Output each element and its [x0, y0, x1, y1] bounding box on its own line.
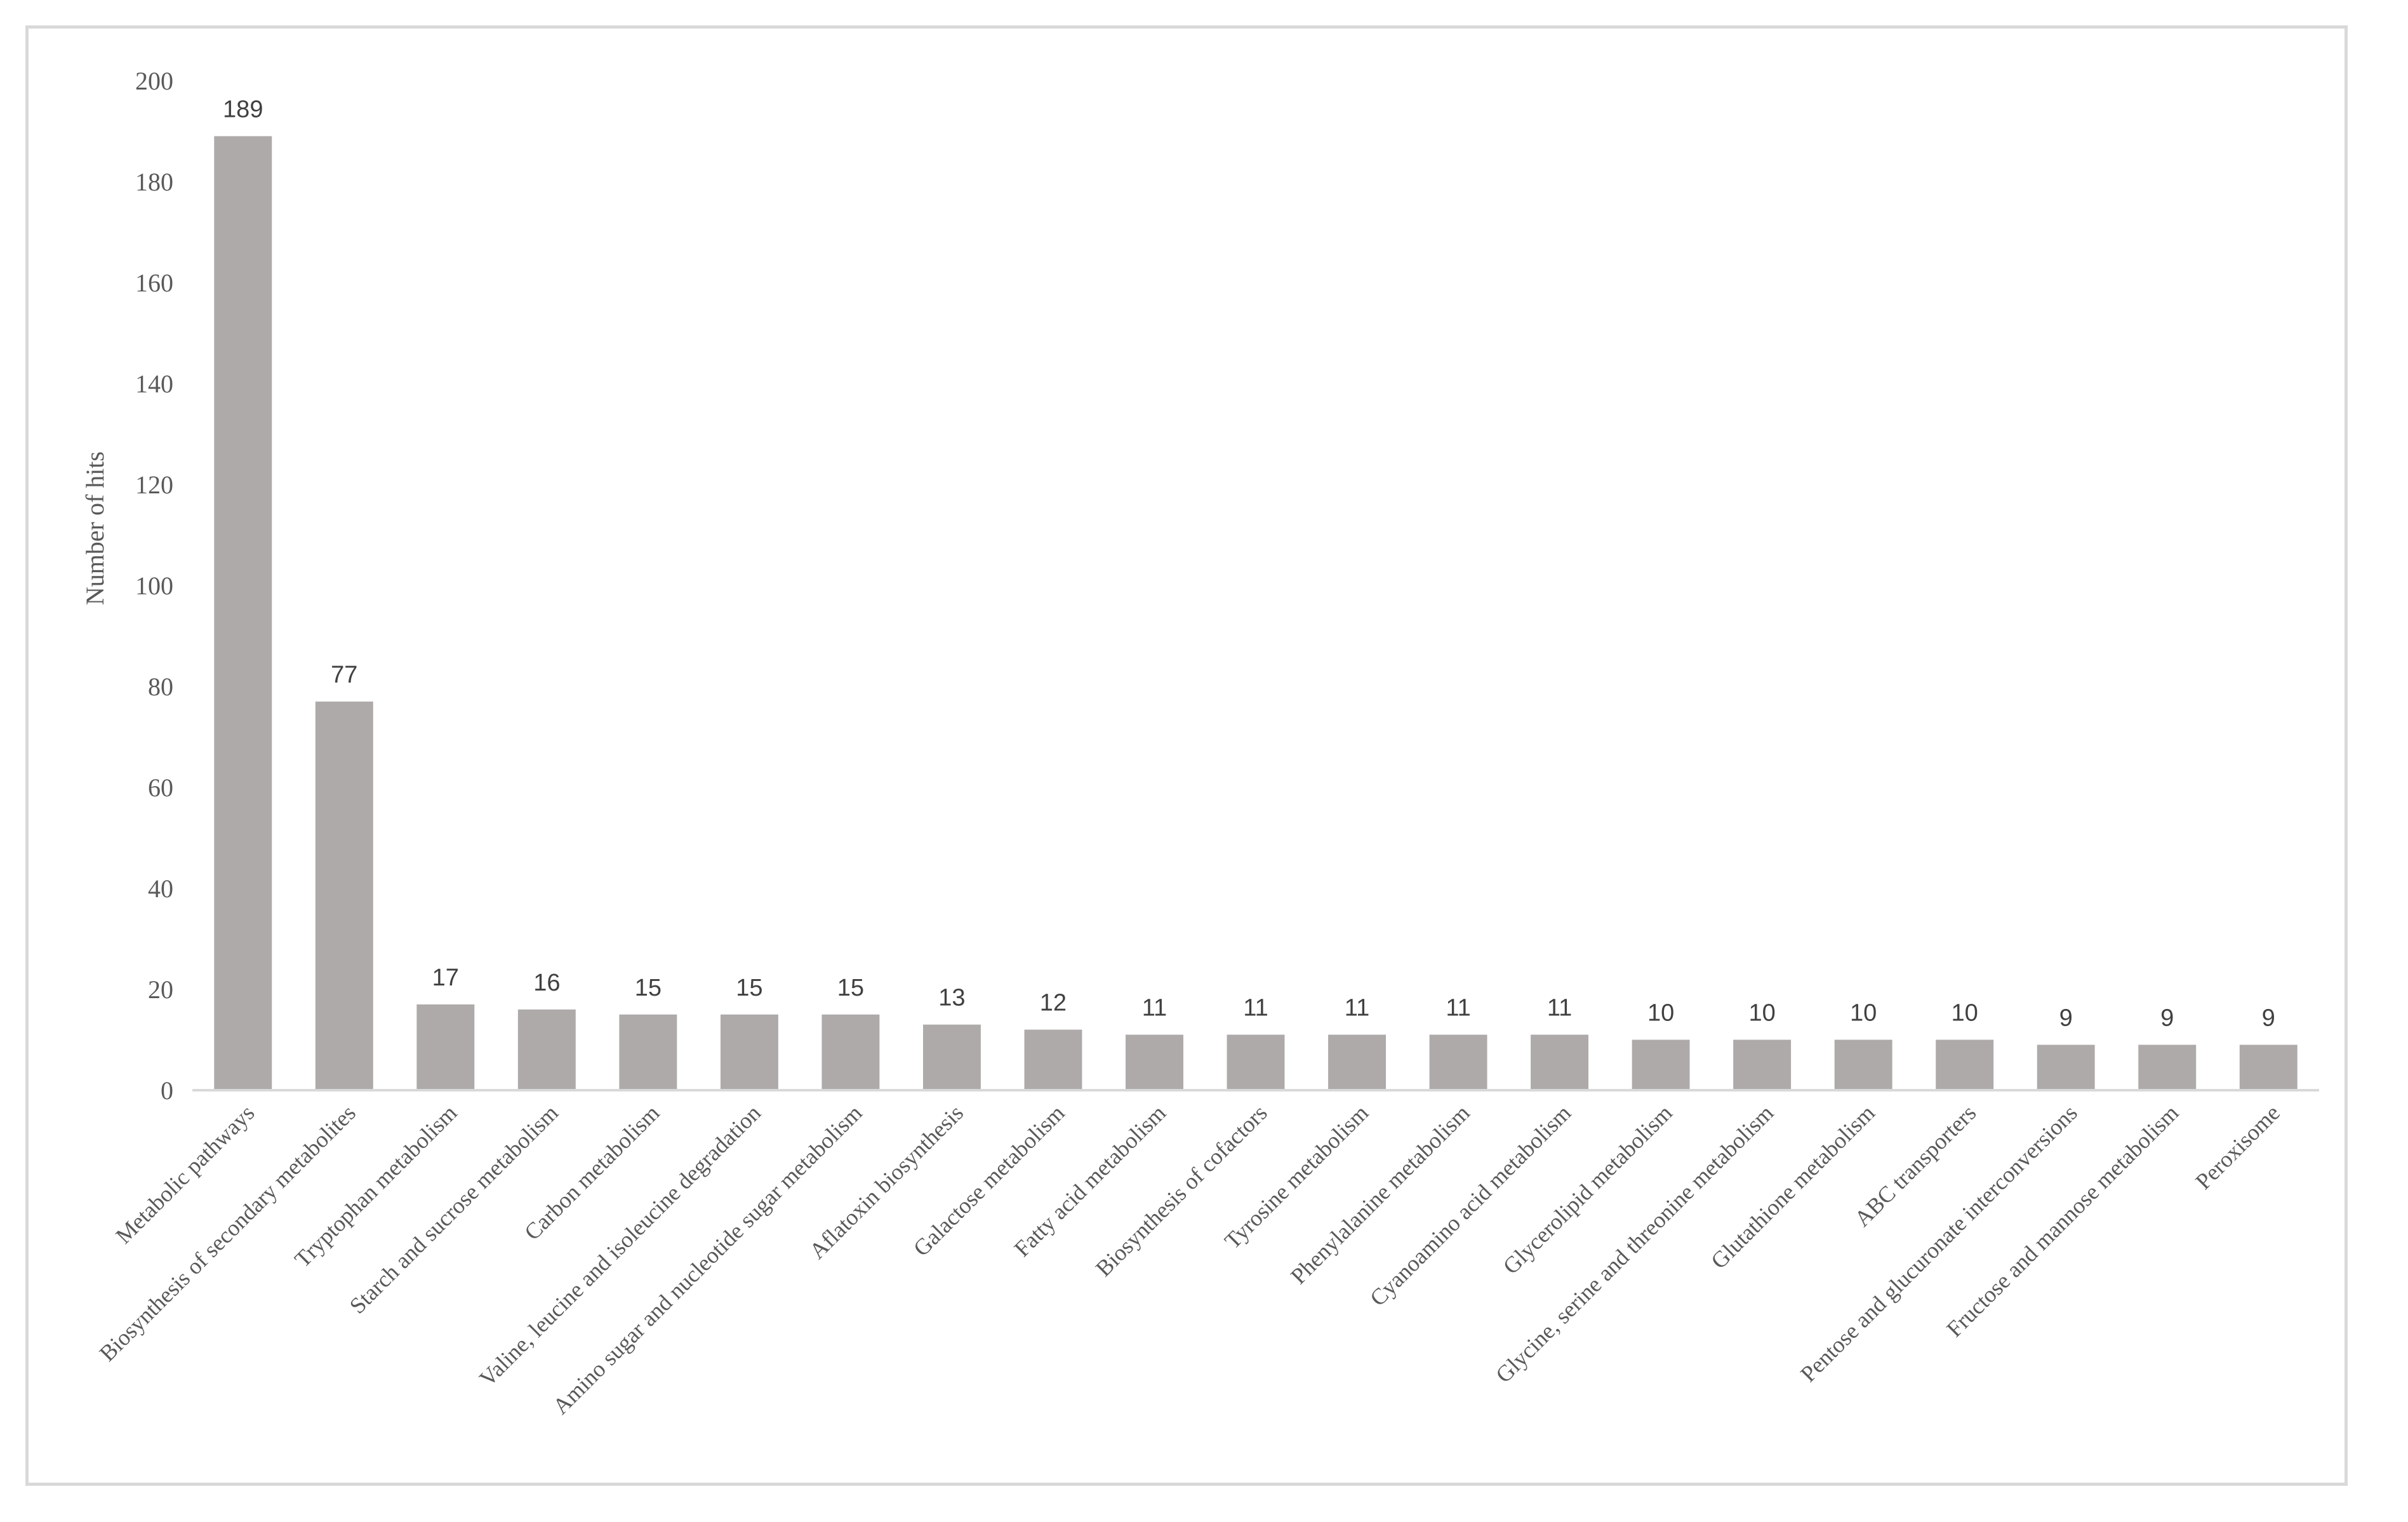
data-label: 9 [2160, 1005, 2174, 1031]
bar [922, 1024, 981, 1090]
data-label: 189 [223, 96, 263, 123]
y-axis-ticks: 0 20 40 60 80 100 120 140 160 180 200 [135, 67, 173, 1105]
data-label: 10 [1850, 1000, 1877, 1027]
data-labels: 189 77 17 16 15 15 15 13 12 11 11 11 11 11 10 10 10 10 9 9 9 [223, 96, 2275, 1031]
y-tick-label: 0 [161, 1076, 173, 1105]
y-axis-title: Number of hits [81, 451, 109, 605]
bar [822, 1014, 880, 1090]
bar [1834, 1039, 1892, 1090]
bar [619, 1014, 677, 1090]
bar [1024, 1029, 1082, 1090]
bar [1936, 1039, 1994, 1090]
bar [315, 701, 373, 1090]
bar [2138, 1045, 2197, 1090]
category-label: Glutathione metabolism [1706, 1100, 1880, 1274]
y-tick-label: 180 [135, 168, 173, 196]
bar [1733, 1039, 1792, 1090]
category-label: Tryptophan metabolism [289, 1100, 462, 1272]
bar [214, 136, 272, 1091]
data-label: 11 [1547, 995, 1572, 1022]
bar [1429, 1034, 1487, 1090]
data-label: 17 [432, 965, 459, 991]
category-label: Phenylalanine metabolism [1286, 1100, 1475, 1289]
data-label: 11 [1243, 995, 1268, 1022]
data-label: 10 [1952, 1000, 1978, 1027]
y-tick-label: 120 [135, 471, 173, 499]
y-tick-label: 160 [135, 269, 173, 297]
category-label: Starch and sucrose metabolism [345, 1100, 563, 1318]
y-tick-label: 140 [135, 370, 173, 398]
data-label: 16 [533, 970, 560, 996]
data-label: 10 [1748, 1000, 1775, 1027]
bar [1531, 1034, 1589, 1090]
bar [1227, 1034, 1285, 1090]
bar [2037, 1045, 2095, 1090]
bar [1126, 1034, 1183, 1090]
chart-frame: 0 20 40 60 80 100 120 140 160 180 200 189 77 17 16 15 1… [25, 25, 2348, 1486]
y-tick-label: 60 [148, 773, 173, 802]
y-tick-label: 40 [148, 874, 173, 903]
data-label: 15 [837, 975, 864, 1001]
data-label: 11 [1345, 995, 1369, 1022]
data-label: 15 [736, 975, 762, 1001]
data-label: 11 [1446, 995, 1470, 1022]
bar [720, 1014, 778, 1090]
data-label: 15 [635, 975, 662, 1001]
bar [2239, 1045, 2298, 1090]
data-label: 9 [2262, 1005, 2275, 1031]
bars [214, 136, 2298, 1091]
category-label: Cyanoamino acid metabolism [1365, 1100, 1576, 1311]
data-label: 12 [1040, 990, 1067, 1017]
category-label: Biosynthesis of cofactors [1091, 1100, 1272, 1281]
bar [1328, 1034, 1386, 1090]
y-tick-label: 100 [135, 571, 173, 600]
data-label: 10 [1647, 1000, 1674, 1027]
data-label: 77 [331, 662, 357, 688]
data-label: 13 [938, 985, 965, 1011]
data-label: 11 [1142, 995, 1167, 1022]
y-tick-label: 200 [135, 67, 173, 95]
category-label: Peroxisome [2190, 1100, 2284, 1194]
y-tick-label: 80 [148, 672, 173, 701]
data-label: 9 [2059, 1005, 2073, 1031]
bar [1632, 1039, 1690, 1090]
category-label: Glycerolipid metabolism [1498, 1100, 1677, 1279]
bar [517, 1009, 576, 1090]
bar [416, 1004, 475, 1090]
y-tick-label: 20 [148, 975, 173, 1004]
